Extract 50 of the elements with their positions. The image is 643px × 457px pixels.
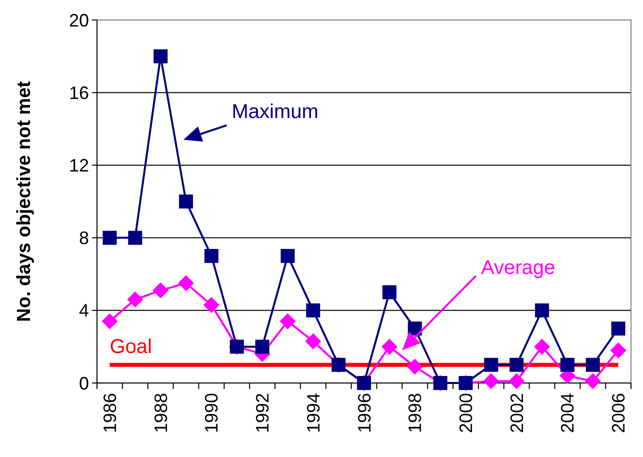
x-tick-label: 1994 — [303, 393, 324, 434]
point — [535, 303, 549, 318]
point — [534, 338, 550, 355]
point — [305, 333, 322, 350]
point — [154, 49, 168, 64]
point — [508, 373, 525, 390]
x-tick-label: 2000 — [456, 393, 476, 434]
y-tick-label: 0 — [78, 373, 89, 394]
x-tick-label: 1996 — [354, 393, 374, 434]
point — [178, 275, 194, 292]
y-tick-label: 8 — [78, 228, 89, 248]
x-tick-label: 1990 — [202, 393, 222, 434]
x-tick-label: 1992 — [252, 393, 273, 434]
point — [382, 285, 396, 300]
point — [484, 358, 498, 372]
point — [280, 313, 296, 330]
point — [584, 373, 601, 390]
ref-line-label: Goal — [110, 336, 152, 358]
x-tick-label: 1998 — [405, 393, 426, 434]
point — [179, 194, 193, 208]
point — [381, 338, 398, 355]
y-tick-label: 12 — [68, 156, 89, 176]
y-axis-title: No. days objective not met — [14, 80, 35, 322]
x-tick-label: 2006 — [608, 393, 629, 434]
point — [280, 248, 295, 263]
point — [152, 282, 169, 298]
y-tick-label: 20 — [68, 10, 89, 30]
point — [610, 342, 626, 358]
point — [102, 230, 117, 245]
x-tick-label: 2004 — [558, 393, 578, 434]
point — [102, 313, 118, 330]
point — [203, 296, 220, 313]
point — [306, 303, 320, 318]
text: Average — [480, 257, 556, 280]
x-tick-label: 2002 — [506, 393, 527, 434]
point — [204, 248, 218, 263]
point — [406, 358, 423, 375]
point — [128, 230, 142, 245]
x-tick-label: 1988 — [150, 393, 171, 434]
point — [483, 373, 500, 390]
text: Maximum — [232, 101, 318, 124]
point — [586, 358, 600, 372]
x-tick-label: 1986 — [100, 393, 120, 434]
point — [560, 358, 574, 372]
point — [255, 340, 270, 354]
y-tick-label: 16 — [68, 82, 89, 103]
point — [127, 292, 144, 308]
point — [510, 358, 524, 372]
point — [611, 322, 626, 336]
y-tick-label: 4 — [78, 300, 89, 321]
